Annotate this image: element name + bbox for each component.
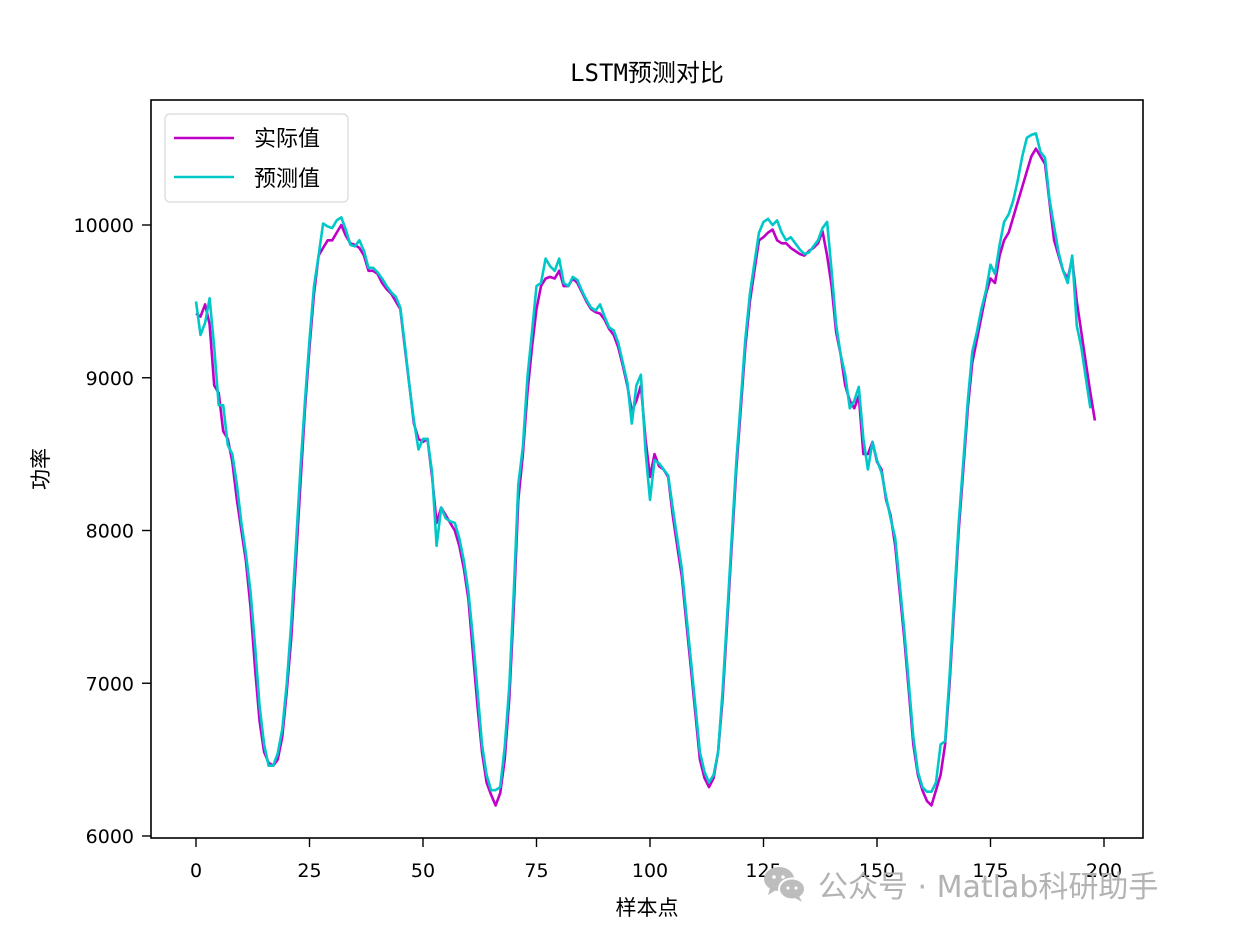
legend-box [164,113,349,203]
y-tick-label: 10000 [74,215,134,237]
x-tick-label: 25 [297,860,321,882]
x-tick-label: 75 [524,860,548,882]
plot-lines [194,132,1097,807]
y-axis-ticks: 6000 7000 8000 9000 10000 [74,215,151,848]
x-tick-label: 0 [190,860,202,882]
watermark-text: 公众号 · Matlab科研助手 [818,870,1159,905]
legend: 实际值 预测值 [164,113,349,203]
y-tick-label: 9000 [86,368,134,390]
series-actual-line [195,147,1097,807]
legend-label-predicted: 预测值 [254,167,320,192]
x-axis-label: 样本点 [616,896,679,920]
legend-label-actual: 实际值 [254,127,320,152]
x-tick-label: 100 [632,860,668,882]
y-axis-label: 功率 [29,448,53,490]
series-predicted-line [194,132,1092,794]
y-tick-label: 6000 [86,826,134,848]
chart-title: LSTM预测对比 [570,59,724,87]
x-tick-label: 200 [1086,860,1122,882]
x-axis-ticks: 0 25 50 75 100 125 150 175 200 [190,838,1122,882]
y-tick-label: 7000 [86,673,134,695]
y-tick-label: 8000 [86,521,134,543]
wechat-icon [762,864,808,904]
watermark: 公众号 · Matlab科研助手 [762,862,1158,906]
x-tick-label: 150 [859,860,895,882]
x-tick-label: 50 [411,860,435,882]
x-tick-label: 175 [972,860,1008,882]
plot-frame [150,99,1144,839]
